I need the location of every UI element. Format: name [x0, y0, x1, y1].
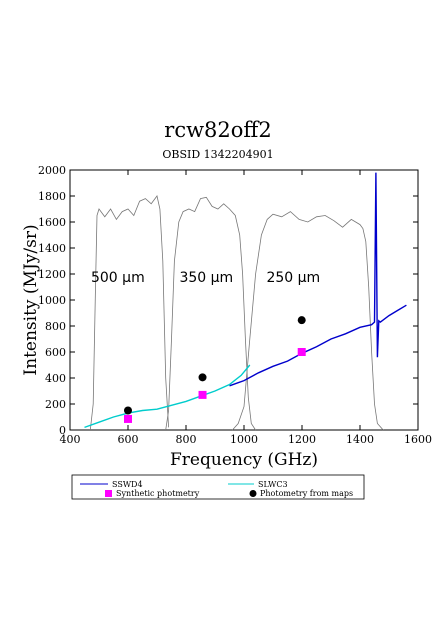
- legend-label-slwc3: SLWC3: [258, 480, 288, 489]
- y-tick-label: 0: [59, 424, 66, 437]
- legend-label-maps: Photometry from maps: [260, 489, 353, 498]
- filter-curve: [232, 211, 384, 431]
- filter-curve: [165, 196, 256, 431]
- filter-curve: [89, 195, 169, 431]
- x-tick-label: 1200: [288, 433, 316, 446]
- x-axis-label: Frequency (GHz): [170, 450, 318, 470]
- x-tick-label: 600: [118, 433, 139, 446]
- y-axis-label: Intensity (MJy/sr): [21, 224, 41, 375]
- y-tick-label: 600: [45, 346, 66, 359]
- band-label: 500 µm: [91, 270, 145, 286]
- y-tick-label: 1600: [38, 216, 66, 229]
- y-tick-label: 800: [45, 320, 66, 333]
- series-line-sswd4: [229, 172, 407, 387]
- x-tick-label: 1600: [404, 433, 432, 446]
- legend-marker-maps: [249, 490, 257, 497]
- y-tick-label: 1800: [38, 190, 66, 203]
- chart-subtitle: OBSID 1342204901: [162, 148, 274, 161]
- map-photometry-point: [198, 373, 207, 382]
- legend-marker-synthetic: [105, 490, 112, 497]
- map-photometry-point: [297, 316, 306, 325]
- legend-box: [71, 474, 365, 500]
- y-tick-label: 1200: [38, 268, 66, 281]
- synthetic-photometry-point: [198, 390, 207, 399]
- x-tick-label: 800: [176, 433, 197, 446]
- y-tick-label: 200: [45, 398, 66, 411]
- y-tick-label: 400: [45, 372, 66, 385]
- synthetic-photometry-point: [297, 348, 306, 356]
- band-label: 350 µm: [179, 270, 233, 286]
- x-tick-label: 400: [60, 433, 81, 446]
- x-tick-label: 1400: [346, 433, 374, 446]
- y-tick-label: 1000: [38, 294, 66, 307]
- map-photometry-point: [124, 406, 132, 415]
- synthetic-photometry-point: [124, 414, 132, 423]
- band-label: 250 µm: [266, 270, 320, 286]
- chart-title: rcw82off2: [164, 118, 272, 142]
- legend-label-synthetic: Synthetic photmetry: [116, 489, 200, 498]
- legend: SSWD4 SLWC3 Synthetic photmetry Photomet…: [71, 474, 365, 500]
- y-tick-label: 2000: [38, 164, 66, 177]
- x-tick-label: 1000: [230, 433, 258, 446]
- y-tick-label: 1400: [38, 242, 66, 255]
- legend-label-sswd4: SSWD4: [112, 480, 143, 489]
- series-line-slwc3: [84, 364, 251, 429]
